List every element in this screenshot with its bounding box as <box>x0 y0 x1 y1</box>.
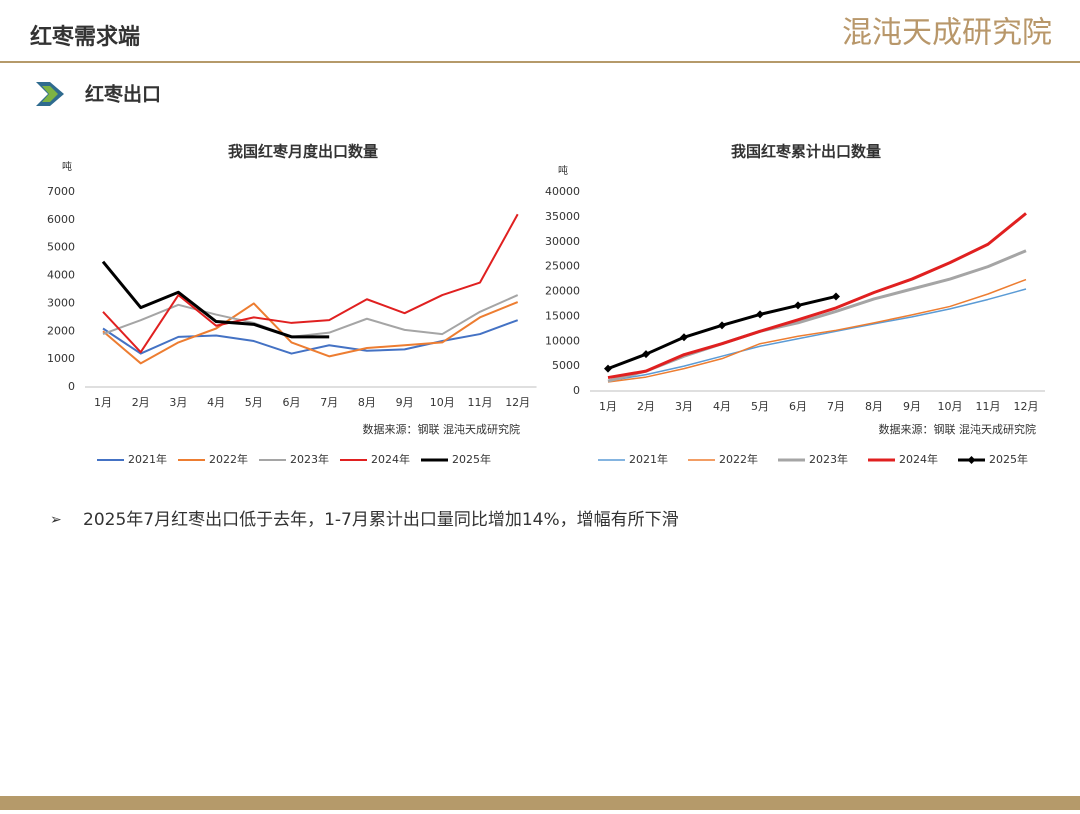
x-tick-label: 1月 <box>599 400 617 413</box>
y-tick-label: 25000 <box>545 260 580 273</box>
y-tick-label: 1000 <box>47 352 75 365</box>
source-note: 数据来源：钢联 混沌天成研究院 <box>879 422 1037 436</box>
y-tick-label: 4000 <box>47 269 75 282</box>
series-line <box>101 260 330 339</box>
x-tick-label: 6月 <box>283 396 301 409</box>
y-tick-label: 35000 <box>545 210 580 223</box>
y-unit: 吨 <box>558 164 568 177</box>
series-line <box>607 278 1027 383</box>
x-tick-label: 5月 <box>751 400 769 413</box>
point-marker <box>756 310 764 319</box>
x-tick-label: 7月 <box>320 396 338 409</box>
point-marker <box>680 333 688 342</box>
x-tick-label: 5月 <box>245 396 263 409</box>
legend-label: 2023年 <box>290 452 329 466</box>
x-tick-label: 4月 <box>713 400 731 413</box>
section-icon-inner <box>42 86 58 102</box>
logo: 混沌天成研究院 <box>842 16 1052 51</box>
y-tick-label: 3000 <box>47 296 75 309</box>
legend-label: 2021年 <box>629 452 668 466</box>
y-tick-label: 0 <box>68 380 75 393</box>
y-tick-label: 20000 <box>545 285 580 298</box>
x-tick-label: 8月 <box>358 396 376 409</box>
point-marker <box>832 292 840 301</box>
series-line <box>607 212 1027 380</box>
y-tick-label: 0 <box>573 384 580 397</box>
point-marker <box>642 350 650 359</box>
x-tick-label: 6月 <box>789 400 807 413</box>
x-tick-label: 9月 <box>903 400 921 413</box>
x-tick-label: 11月 <box>468 396 493 409</box>
y-tick-label: 6000 <box>47 213 75 226</box>
x-tick-label: 3月 <box>169 396 187 409</box>
section-title: 红枣出口 <box>85 83 161 106</box>
series-line <box>607 288 1027 382</box>
x-tick-label: 9月 <box>396 396 414 409</box>
legend-label: 2021年 <box>128 452 167 466</box>
y-tick-label: 30000 <box>545 235 580 248</box>
x-tick-label: 10月 <box>430 396 455 409</box>
y-tick-label: 7000 <box>47 185 75 198</box>
x-tick-label: 10月 <box>938 400 963 413</box>
legend-label: 2023年 <box>809 452 848 466</box>
x-tick-label: 12月 <box>505 396 530 409</box>
x-tick-label: 3月 <box>675 400 693 413</box>
point-marker <box>718 321 726 330</box>
legend-marker <box>967 456 976 464</box>
series-line <box>102 301 519 365</box>
point-marker <box>604 364 612 373</box>
x-tick-label: 2月 <box>132 396 150 409</box>
series-line <box>102 294 519 338</box>
y-tick-label: 5000 <box>47 241 75 254</box>
chart-title: 我国红枣月度出口数量 <box>228 143 378 161</box>
x-tick-label: 1月 <box>94 396 112 409</box>
x-tick-label: 7月 <box>827 400 845 413</box>
slide-title: 红枣需求端 <box>30 24 140 50</box>
legend-label: 2024年 <box>899 452 938 466</box>
y-tick-label: 2000 <box>47 324 75 337</box>
y-unit: 吨 <box>62 160 72 173</box>
bullet-symbol: ➢ <box>50 512 62 528</box>
x-tick-label: 2月 <box>637 400 655 413</box>
series-line <box>607 295 837 371</box>
series-line <box>102 213 519 354</box>
legend-label: 2025年 <box>452 452 491 466</box>
bullet-text: 2025年7月红枣出口低于去年，1-7月累计出口量同比增加14%，增幅有所下滑 <box>83 510 679 530</box>
point-marker <box>794 301 802 310</box>
y-tick-label: 40000 <box>545 185 580 198</box>
legend-label: 2024年 <box>371 452 410 466</box>
y-tick-label: 10000 <box>545 334 580 347</box>
legend-label: 2022年 <box>209 452 248 466</box>
x-tick-label: 11月 <box>976 400 1001 413</box>
legend-label: 2025年 <box>989 452 1028 466</box>
x-tick-label: 4月 <box>207 396 225 409</box>
footer-band <box>0 796 1080 810</box>
chart-title: 我国红枣累计出口数量 <box>731 143 881 161</box>
source-note: 数据来源：钢联 混沌天成研究院 <box>363 422 521 436</box>
x-tick-label: 8月 <box>865 400 883 413</box>
legend-label: 2022年 <box>719 452 758 466</box>
x-tick-label: 12月 <box>1014 400 1039 413</box>
y-tick-label: 5000 <box>552 359 580 372</box>
header-rule <box>0 61 1080 63</box>
y-tick-label: 15000 <box>545 309 580 322</box>
